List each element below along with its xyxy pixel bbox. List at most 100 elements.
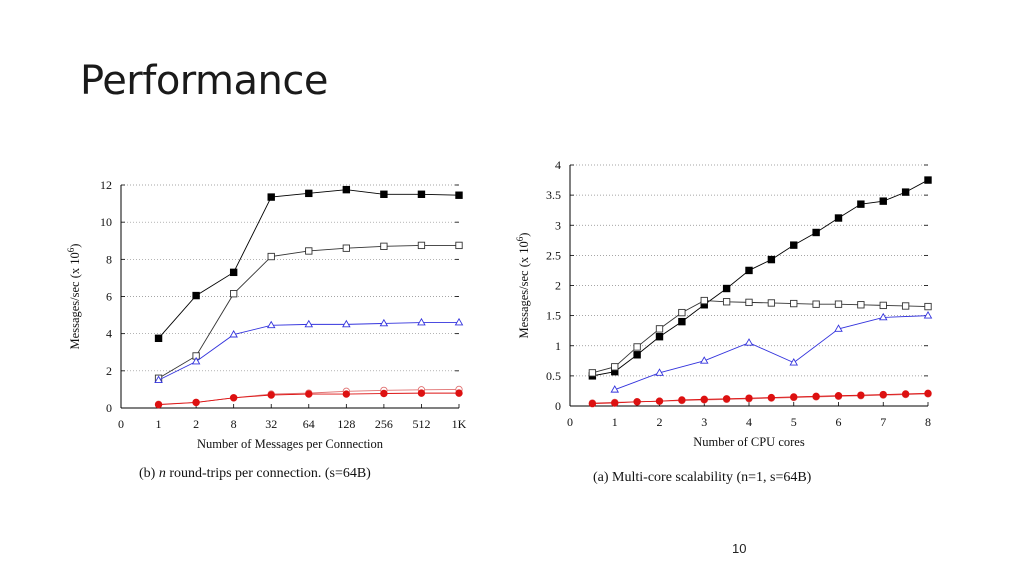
- y-axis-label: Messages/sec (x 106): [66, 244, 82, 350]
- data-point: [192, 398, 200, 407]
- data-point: [879, 197, 887, 205]
- y-tick-label: 2: [555, 279, 561, 293]
- data-point: [588, 369, 597, 377]
- data-point: [655, 325, 664, 333]
- data-point: [229, 268, 238, 277]
- x-tick-label: 0: [118, 417, 124, 431]
- x-tick-label: 32: [265, 417, 277, 431]
- x-axis-label: Number of CPU cores: [693, 435, 805, 449]
- data-point: [455, 191, 463, 199]
- data-point: [655, 333, 664, 341]
- data-point: [745, 394, 753, 402]
- series-2: [610, 311, 933, 393]
- data-point: [633, 343, 641, 351]
- data-point: [417, 190, 426, 198]
- data-point: [342, 390, 351, 398]
- series-line: [592, 392, 929, 405]
- y-tick-label: 0.5: [546, 369, 561, 383]
- y-tick-label: 3: [555, 218, 561, 232]
- data-point: [305, 247, 313, 255]
- data-point: [154, 334, 163, 343]
- data-point: [812, 392, 820, 401]
- data-point: [924, 302, 932, 311]
- data-point: [812, 228, 820, 237]
- data-point: [744, 338, 754, 346]
- data-point: [901, 188, 910, 196]
- data-point: [655, 368, 664, 376]
- data-point: [191, 356, 201, 365]
- data-point: [305, 189, 313, 198]
- data-point: [380, 242, 388, 250]
- data-point: [834, 324, 843, 332]
- data-point: [901, 390, 910, 398]
- data-point: [812, 300, 820, 308]
- x-tick-label: 2: [193, 417, 199, 431]
- y-tick-label: 6: [106, 290, 112, 304]
- data-point: [455, 389, 463, 397]
- data-point: [229, 394, 238, 402]
- series-line: [592, 300, 929, 374]
- series-line: [158, 189, 460, 339]
- data-point: [767, 393, 776, 402]
- data-point: [417, 389, 426, 397]
- series-4: [588, 389, 932, 408]
- data-point: [722, 298, 731, 306]
- data-point: [230, 290, 238, 298]
- data-point: [454, 317, 464, 326]
- y-axis-label: Messages/sec (x 106): [515, 233, 531, 339]
- data-point: [342, 319, 351, 328]
- y-tick-label: 0: [555, 399, 561, 413]
- data-point: [790, 241, 798, 249]
- data-point: [700, 296, 708, 305]
- data-point: [700, 395, 708, 404]
- data-point: [267, 391, 275, 399]
- x-tick-label: 0: [567, 415, 573, 429]
- chart-a-multicore-scalability: 0 0.5 1 1.5 2 2.5 3 3.5 4 0 1 2 3 4 5 6 7 8 Number of CPU …: [515, 158, 933, 485]
- series-0: [154, 185, 463, 343]
- data-point: [678, 308, 686, 317]
- data-point: [879, 390, 887, 399]
- x-tick-label: 3: [701, 415, 707, 429]
- data-point: [266, 320, 276, 329]
- x-axis-label: Number of Messages per Connection: [197, 437, 384, 451]
- data-point: [655, 397, 664, 405]
- data-point: [610, 385, 620, 393]
- page-number: 10: [732, 541, 747, 556]
- x-tick-label: 8: [231, 417, 237, 431]
- data-point: [633, 398, 641, 406]
- x-tick-label: 8: [925, 415, 931, 429]
- data-point: [879, 301, 887, 310]
- data-point: [192, 291, 200, 300]
- series-line: [158, 322, 459, 381]
- y-tick-label: 1: [555, 339, 561, 353]
- x-tick-label: 2: [657, 415, 663, 429]
- data-point: [790, 393, 798, 401]
- data-point: [611, 363, 619, 371]
- y-tick-label: 4: [106, 327, 112, 341]
- data-point: [380, 389, 388, 398]
- data-point: [901, 302, 910, 310]
- slide-title: Performance: [80, 58, 328, 104]
- data-point: [417, 317, 426, 326]
- chart-caption: (b) n round-trips per connection. (s=64B…: [139, 466, 371, 481]
- series-line: [592, 179, 929, 377]
- data-point: [380, 190, 388, 198]
- series-1: [588, 296, 932, 377]
- x-tick-label: 512: [412, 417, 430, 431]
- data-point: [267, 252, 275, 261]
- y-tick-label: 3.5: [546, 188, 561, 202]
- data-point: [767, 299, 776, 307]
- data-point: [588, 399, 597, 408]
- x-tick-label: 1: [612, 415, 618, 429]
- x-tick-label: 4: [746, 415, 752, 429]
- data-point: [834, 392, 843, 400]
- data-point: [699, 356, 709, 364]
- series-line: [614, 315, 929, 391]
- data-point: [417, 241, 426, 250]
- x-tick-label: 1: [156, 417, 162, 431]
- data-point: [154, 375, 163, 383]
- data-point: [611, 399, 619, 407]
- data-point: [305, 390, 313, 398]
- series-4: [154, 389, 463, 409]
